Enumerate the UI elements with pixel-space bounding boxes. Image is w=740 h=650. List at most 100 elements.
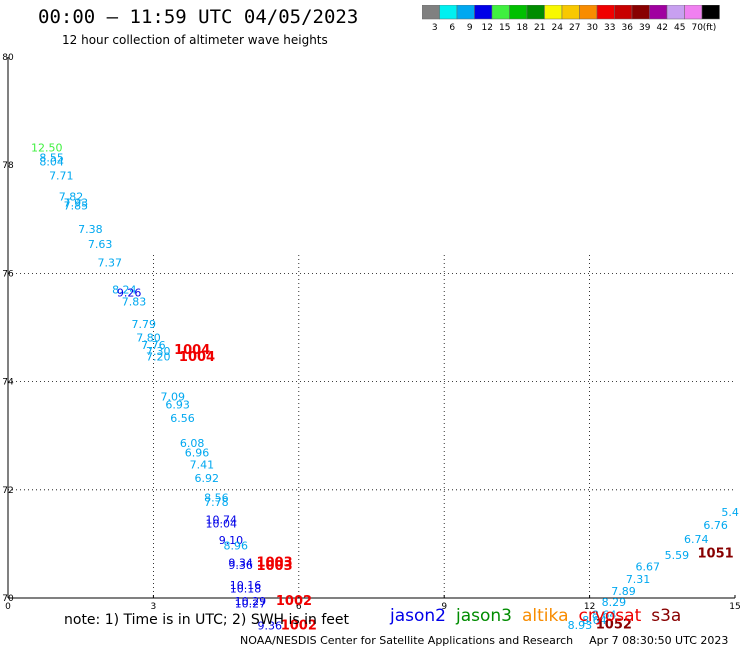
y-tick-label: 72 [2,486,13,496]
legend-entry-jason3: jason3 [456,606,512,626]
wave-height-label: 8.56 [204,492,229,505]
wave-height-label: 10.16 [230,579,262,592]
x-tick-label: 3 [151,602,157,612]
wave-height-label: 10.74 [206,513,238,526]
wave-height-label: 7.82 [59,190,84,203]
x-tick-label: 15 [729,602,740,612]
x-tick-label: 6 [296,602,302,612]
color-scale-label: 45 [674,23,685,33]
legend-entry-altika: altika [522,606,569,626]
generated-timestamp: Apr 7 08:30:50 UTC 2023 [589,634,729,647]
color-scale-label: 9 [467,23,473,33]
color-scale-label: 18 [517,23,529,33]
legend-entry-cryosat: cryosat [578,606,642,626]
color-scale-label: 15 [499,23,510,33]
wave-height-label: 7.89 [611,585,636,598]
wave-height-label: 6.93 [165,399,190,412]
wave-height-label: 8.64 [582,614,607,627]
satellite-legend: jason2 jason3 altika cryosat s3a [390,606,691,626]
color-scale-label: 12 [482,23,493,33]
wave-height-label: 5.59 [665,549,690,562]
color-scale-label: 27 [569,23,580,33]
color-scale-label: 33 [604,23,615,33]
wave-height-label: 10.27 [235,598,267,611]
wave-height-label: 1051 [698,546,734,561]
wave-height-label: 7.71 [49,169,74,182]
wave-height-label: 6.08 [180,437,205,450]
page-subtitle: 12 hour collection of altimeter wave hei… [62,33,328,47]
wave-height-label: 7.79 [131,318,156,331]
source-credit: NOAA/NESDIS Center for Satellite Applica… [240,634,574,647]
wave-height-label: 1003 [256,556,292,571]
wave-height-label: 5.4 [721,506,739,519]
wave-height-label: 8.64 [592,609,617,622]
wave-height-label: 8.04 [39,156,64,169]
wave-height-label: 7.38 [78,223,103,236]
wave-height-label: 9.26 [117,287,142,300]
wave-height-label: 1003 [256,559,292,574]
wave-height-label: 10.29 [235,595,267,608]
y-tick-label: 80 [2,53,14,63]
wave-height-label: 6.67 [636,560,661,573]
wave-height-label: 7.37 [98,256,123,269]
x-tick-label: 9 [441,602,447,612]
wave-height-label: 7.85 [64,200,89,213]
color-scale-label: 42 [657,23,668,33]
wave-height-label: 6.92 [194,472,219,485]
wave-height-label: 7.41 [190,459,215,472]
wave-height-label: 6.96 [185,446,210,459]
page-title: 00:00 – 11:59 UTC 04/05/2023 [38,6,359,28]
x-tick-label: 12 [584,602,595,612]
legend-entry-jason2: jason2 [390,606,446,626]
wave-height-label: 8.55 [39,151,64,164]
legend-entry-s3a: s3a [651,606,682,626]
footnote: note: 1) Time is in UTC; 2) SWH is in fe… [64,612,350,628]
wave-height-label: 7.31 [626,573,651,586]
wave-height-label: 7.78 [204,496,229,509]
x-tick-label: 0 [5,602,11,612]
wave-height-label: 7.83 [122,295,147,308]
wave-height-label: 1052 [596,617,632,632]
y-tick-label: 76 [2,269,14,279]
color-scale-legend: 3 6 9 12 15 18 21 24 27 30 33 36 39 42 45 70 (ft) [422,5,720,33]
wave-height-label: 8.29 [602,596,627,609]
wave-height-label: 6.74 [684,533,709,546]
y-tick-label: 78 [2,161,14,171]
wave-height-label: 7.30 [146,345,171,358]
color-swatch [701,5,720,20]
color-scale-label: 21 [534,23,545,33]
wave-height-label: 1004 [179,350,215,365]
color-scale-label: 39 [639,23,651,33]
color-scale-label: 6 [449,23,455,33]
wave-height-label: 9.36 [228,559,253,572]
wave-height-label: 7.93 [64,196,89,209]
wave-height-label: 1002 [276,594,312,609]
color-scale-label: 24 [552,23,564,33]
wave-height-label: 9.34 [228,557,253,570]
wave-height-label: 8.24 [112,283,137,296]
wave-height-label: 7.09 [161,391,186,404]
color-scale-label: 70 [692,23,704,33]
wave-height-label: 6.76 [703,519,728,532]
wave-height-label: 8.96 [224,539,249,552]
wave-height-label: 6.56 [170,412,195,425]
wave-height-label: 10.04 [206,518,238,531]
wave-height-label: 7.63 [88,238,113,251]
wave-height-label: 8.93 [568,619,593,632]
wave-height-label: 12.50 [31,142,63,155]
wave-height-label: 7.76 [141,339,166,352]
color-scale-unit: (ft) [703,23,717,33]
color-scale-label: 36 [622,23,634,33]
wave-height-label: 1002 [281,618,317,633]
color-scale-label: 30 [587,23,599,33]
wave-height-label: 7.20 [146,351,171,364]
y-tick-label: 74 [2,378,14,388]
y-tick-label: 70 [2,594,14,604]
wave-height-label: 10.18 [230,583,262,596]
credit-line: NOAA/NESDIS Center for Satellite Applica… [240,634,728,647]
wave-height-label: 9.36 [257,619,282,632]
wave-height-label: 1004 [174,343,210,358]
color-scale-label: 3 [432,23,438,33]
wave-height-label: 9.10 [219,534,244,547]
